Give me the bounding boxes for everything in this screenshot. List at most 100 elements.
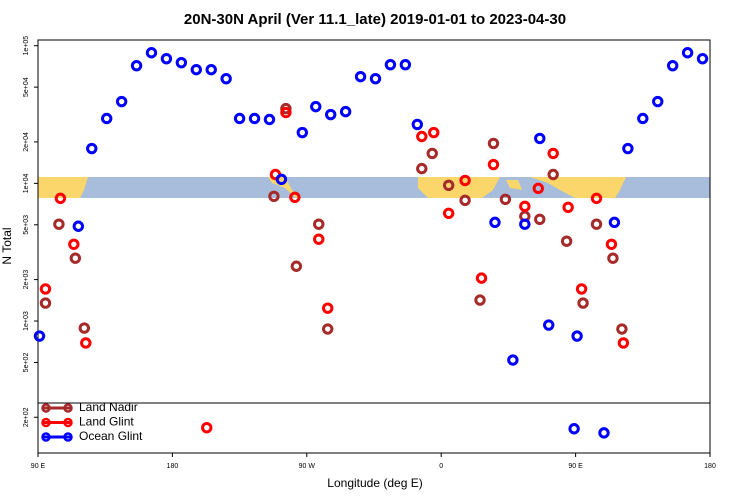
point: [543, 319, 555, 331]
point: [280, 102, 292, 115]
point: [534, 213, 546, 226]
point: [263, 113, 276, 126]
point: [324, 108, 337, 121]
point: [489, 216, 501, 229]
y-tick-label: 2e+02: [23, 407, 30, 427]
point: [442, 179, 455, 192]
point: [201, 421, 213, 434]
point: [607, 252, 619, 264]
point: [487, 137, 500, 150]
point: [339, 105, 352, 118]
y-tick-label: 5e+04: [23, 77, 30, 97]
point: [590, 192, 603, 205]
point: [72, 220, 85, 232]
point: [474, 294, 486, 306]
point: [310, 100, 322, 113]
point: [296, 126, 309, 139]
point: [562, 201, 574, 214]
point: [577, 297, 589, 309]
point: [547, 168, 559, 181]
point: [145, 47, 158, 59]
y-tick-label: 1e+03: [23, 311, 30, 331]
point: [190, 63, 202, 76]
point: [459, 174, 471, 187]
point: [78, 322, 90, 334]
point: [130, 59, 143, 72]
point: [86, 142, 98, 155]
y-tick-label: 5e+03: [23, 215, 30, 235]
point: [459, 194, 471, 207]
point: [590, 218, 603, 230]
point: [608, 216, 621, 229]
point: [233, 112, 246, 125]
point: [622, 142, 634, 155]
point: [616, 323, 628, 335]
point: [53, 218, 65, 230]
point: [100, 112, 113, 125]
point: [175, 56, 188, 69]
point: [499, 193, 512, 206]
point: [547, 147, 559, 160]
legend-marker: [41, 432, 51, 442]
point: [637, 112, 649, 125]
point: [534, 132, 546, 145]
point: [220, 72, 232, 85]
point: [205, 63, 217, 76]
legend-marker: [41, 403, 51, 413]
map-band: [38, 177, 710, 198]
point: [80, 337, 92, 349]
point: [39, 297, 52, 309]
point: [369, 72, 382, 85]
y-tick-label: 5e+02: [23, 353, 30, 373]
x-tick-label: 90 W: [299, 463, 316, 470]
point: [33, 330, 46, 342]
point: [560, 235, 573, 247]
point: [248, 112, 261, 125]
point: [313, 233, 325, 245]
point: [280, 106, 292, 119]
point: [289, 191, 301, 204]
point: [411, 118, 424, 131]
y-tick-label: 1e+05: [23, 36, 30, 56]
point: [54, 192, 67, 205]
point: [487, 158, 500, 171]
point: [39, 283, 52, 295]
legend-label: Ocean Glint: [79, 429, 143, 443]
point: [519, 218, 531, 230]
point: [605, 238, 618, 250]
point: [69, 252, 82, 264]
point: [399, 58, 412, 71]
point: [598, 427, 610, 439]
point: [416, 130, 428, 143]
point: [268, 190, 280, 203]
point: [475, 272, 488, 284]
point: [426, 147, 438, 160]
point: [428, 126, 440, 139]
point: [681, 47, 694, 59]
point: [575, 283, 588, 295]
point: [416, 162, 428, 175]
point: [507, 354, 519, 366]
point: [519, 200, 531, 213]
point: [384, 58, 397, 71]
point: [617, 337, 630, 349]
chart-title: 20N-30N April (Ver 11.1_late) 2019-01-01…: [184, 11, 566, 28]
x-tick-label: 180: [167, 463, 179, 470]
legend-marker: [63, 417, 73, 428]
point: [696, 52, 709, 65]
point: [322, 302, 334, 314]
legend-marker: [63, 403, 73, 413]
plot-frame: [37, 39, 711, 454]
x-axis-label: Longitude (deg E): [327, 476, 422, 490]
point: [115, 95, 128, 108]
point: [313, 218, 325, 230]
point: [290, 260, 303, 272]
legend-label: Land Nadir: [79, 400, 138, 414]
point: [666, 59, 679, 72]
y-axis-label: N Total: [0, 227, 14, 264]
legend-label: Land Glint: [79, 415, 134, 429]
y-tick-label: 1e+04: [23, 173, 30, 193]
x-tick-label: 0: [439, 463, 443, 470]
legend-marker: [41, 417, 51, 428]
